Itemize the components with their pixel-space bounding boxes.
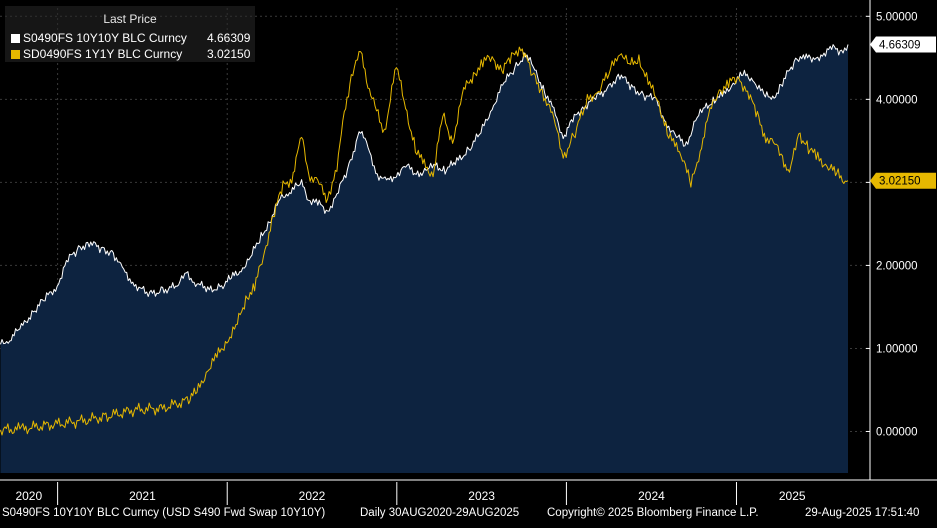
series-area-10y10y (0, 44, 848, 473)
footer-range: Daily 30AUG2020-29AUG2025 (360, 507, 520, 519)
legend-label: SD0490FS 1Y1Y BLC Curncy (23, 47, 183, 61)
x-tick-label: 2021 (129, 489, 156, 503)
footer-timestamp: 29-Aug-2025 17:51:40 (805, 507, 920, 519)
last-value-label-10y10y: 4.66309 (879, 40, 921, 52)
y-tick-label: 0.00000 (876, 426, 918, 438)
series-lines (0, 44, 849, 436)
x-tick-label: 2022 (299, 489, 326, 503)
legend-value: 3.02150 (207, 47, 251, 61)
y-tick-label: 4.00000 (876, 94, 918, 106)
x-tick-label: 2020 (15, 489, 42, 503)
series-line-10y10y (0, 44, 849, 345)
legend-swatch (11, 50, 20, 59)
footer-copyright: Copyright© 2025 Bloomberg Finance L.P. (547, 507, 759, 519)
y-tick-label: 5.00000 (876, 11, 918, 23)
series-line-1y1y (0, 46, 849, 436)
footer-description: S0490FS 10Y10Y BLC Curncy (USD S490 Fwd … (2, 507, 326, 519)
area-fills (0, 44, 848, 473)
x-axis: 2020 2021 2022 2023 2024 2025 (0, 479, 937, 505)
legend-label: S0490FS 10Y10Y BLC Curncy (23, 31, 187, 45)
x-tick-label: 2023 (468, 489, 495, 503)
y-tick-label: 2.00000 (876, 260, 918, 272)
y-tick-label: 1.00000 (876, 343, 918, 355)
footer-bar: S0490FS 10Y10Y BLC Curncy (USD S490 Fwd … (0, 505, 937, 523)
x-tick-label: 2024 (638, 489, 665, 503)
legend-item-10y10y[interactable]: S0490FS 10Y10Y BLC Curncy 4.66309 (11, 31, 250, 45)
legend-title: Last Price (103, 12, 157, 26)
x-tick-label: 2025 (779, 489, 806, 503)
legend-value: 4.66309 (207, 31, 251, 45)
last-value-tag-10y10y (870, 36, 936, 53)
legend: Last Price S0490FS 10Y10Y BLC Curncy 4.6… (5, 6, 255, 62)
legend-swatch (11, 34, 20, 43)
last-value-label-1y1y: 3.02150 (879, 176, 921, 188)
last-value-labels: 4.66309 3.02150 (870, 36, 936, 189)
last-value-tag-1y1y (870, 172, 936, 189)
legend-item-1y1y[interactable]: SD0490FS 1Y1Y BLC Curncy 3.02150 (11, 47, 250, 61)
